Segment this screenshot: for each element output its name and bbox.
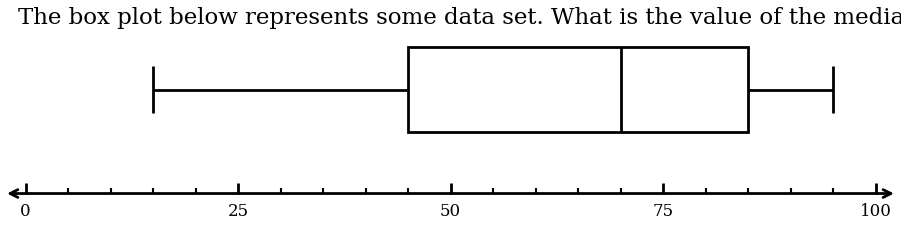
Text: The box plot below represents some data set. What is the value of the median?: The box plot below represents some data … (18, 7, 901, 29)
Text: 50: 50 (440, 203, 461, 220)
Text: 75: 75 (652, 203, 674, 220)
Bar (408, 47, 748, 132)
Text: 100: 100 (860, 203, 891, 220)
Text: 0: 0 (20, 203, 31, 220)
Text: 25: 25 (227, 203, 249, 220)
